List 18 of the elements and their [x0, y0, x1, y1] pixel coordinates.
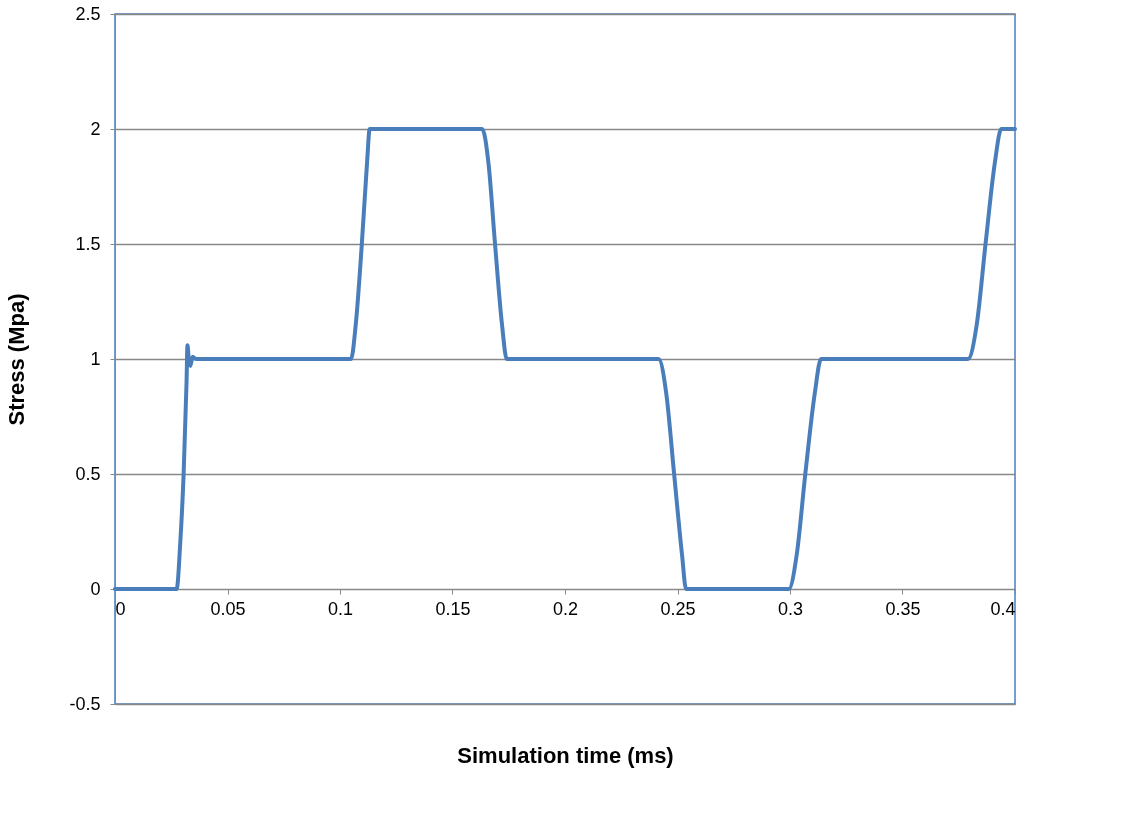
x-axis-title: Simulation time (ms): [457, 742, 674, 768]
x-tick-label: 0.3: [777, 598, 804, 619]
y-tick-label: 1: [90, 348, 101, 369]
y-tick-label: 1.5: [75, 233, 101, 254]
x-tick-label: 0.4: [990, 598, 1016, 619]
x-tick-label: 0: [115, 598, 126, 619]
x-tick-label: 0.05: [210, 598, 246, 619]
x-tick-label: 0.35: [885, 598, 921, 619]
y-tick-label: 0: [90, 578, 101, 599]
y-tick-label: 2: [90, 118, 101, 139]
x-tick-label: 0.15: [435, 598, 471, 619]
y-tick-label: -0.5: [69, 693, 101, 714]
y-tick-label: 0.5: [75, 463, 101, 484]
x-tick-label: 0.25: [660, 598, 696, 619]
y-tick-label: 2.5: [75, 3, 101, 24]
x-tick-label: 0.1: [327, 598, 354, 619]
x-tick-label: 0.2: [552, 598, 579, 619]
y-axis-title: Stress (Mpa): [4, 293, 30, 426]
